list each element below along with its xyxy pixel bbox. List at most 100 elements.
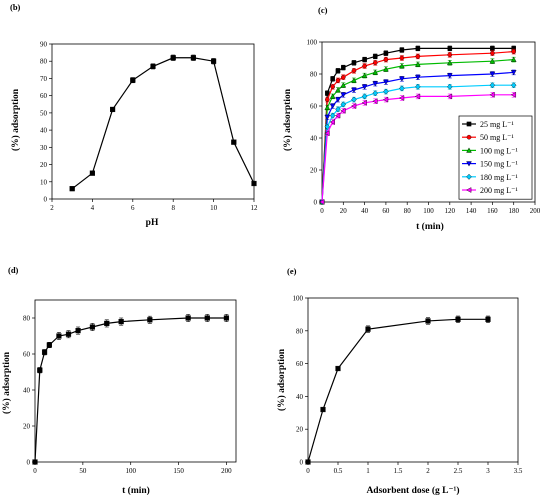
data-point [305,459,311,465]
data-point [329,103,336,109]
panel-label: (e) [287,266,297,276]
data-point [46,342,52,348]
data-point [446,73,453,79]
x-tick-label: 2.5 [454,467,463,475]
data-point [372,69,379,75]
y-tick-label: 40 [310,135,318,143]
panel-b: 2 4 6 8 10 12 0 10 20 30 40 50 60 70 80 90 pH (%) adsorpt… [10,2,258,228]
data-point [109,106,116,113]
x-tick-label: 200 [530,207,541,215]
series [32,314,230,465]
data-point [335,87,341,93]
series [69,54,257,192]
x-tick-label: 12 [251,204,259,212]
data-point [466,134,472,140]
data-point [329,112,336,119]
data-point [466,187,472,193]
x-tick-label: 0 [306,467,310,475]
data-point [325,97,330,102]
data-point [361,84,368,90]
data-point [489,71,496,77]
x-axis-label: pH [146,218,159,228]
x-tick-label: 40 [361,207,369,215]
plot-frame [34,299,237,463]
y-tick-label: 100 [307,39,318,47]
data-point [204,315,210,321]
data-point [340,101,347,108]
data-point [231,139,237,145]
data-point [399,85,405,92]
y-tick-label: 0 [44,196,48,204]
x-tick-label: 3.5 [514,467,523,475]
legend: 25 mg L⁻¹ 50 mg L⁻¹ 100 mg L⁻¹ 150 mg L⁻¹ 18… [458,115,533,200]
plot-frame [51,43,255,200]
data-point [340,92,347,98]
data-point [489,58,496,64]
x-tick-label: 1.5 [394,467,403,475]
data-point [130,77,136,83]
data-point [466,173,472,180]
y-axis-label: (%) adsorption [10,88,21,151]
y-tick-label: 90 [40,41,48,49]
data-point [446,59,453,66]
legend-label: 200 mg L⁻¹ [480,186,518,195]
data-point [56,333,62,339]
y-tick-label: 80 [310,71,318,79]
data-point [383,50,389,56]
x-axis-label: t (min) [416,221,444,232]
data-point [383,79,389,85]
data-point [89,170,96,176]
data-point [340,82,347,88]
data-point [351,96,357,103]
data-point [340,107,346,114]
data-point [446,93,453,100]
series-line [71,57,255,190]
data-point [170,55,176,61]
data-point [351,68,357,74]
data-point [329,119,335,125]
y-tick-label: 20 [296,426,304,434]
legend-box [458,115,533,200]
series [319,82,517,205]
data-point [383,88,389,95]
data-point [466,161,472,167]
legend-label: 150 mg L⁻¹ [480,160,518,169]
legend-label: 50 mg L⁻¹ [480,133,514,142]
data-point [510,56,517,62]
data-point [335,68,341,74]
data-point [41,349,48,355]
data-point [415,74,421,81]
x-tick-label: 1 [366,467,370,475]
x-tick-label: 8 [171,204,175,212]
data-point [330,84,335,90]
x-tick-label: 50 [79,467,87,475]
data-point [341,65,346,70]
y-tick-label: 80 [40,58,48,66]
x-tick-label: 0 [33,467,37,475]
panel-label: (d) [8,265,19,275]
data-point [510,70,517,76]
x-tick-label: 20 [340,207,348,215]
data-point [335,112,341,119]
series [319,56,517,205]
x-tick-label: 10 [210,204,218,212]
data-point [89,324,96,330]
data-point [251,180,257,187]
data-point [335,106,341,113]
x-tick-label: 140 [466,207,477,215]
y-tick-label: 0 [27,459,31,467]
x-tick-label: 6 [131,204,135,212]
legend-label: 180 mg L⁻¹ [480,173,518,182]
data-point [75,328,81,334]
series-line [34,317,227,463]
y-tick-label: 0 [300,459,304,467]
data-point [362,57,367,62]
data-point [351,87,357,93]
data-point [210,58,217,64]
data-point [319,199,325,205]
data-point [335,365,341,372]
y-tick-label: 10 [40,178,48,186]
data-point [118,319,124,325]
x-tick-label: 100 [125,467,136,475]
data-point [490,50,495,56]
